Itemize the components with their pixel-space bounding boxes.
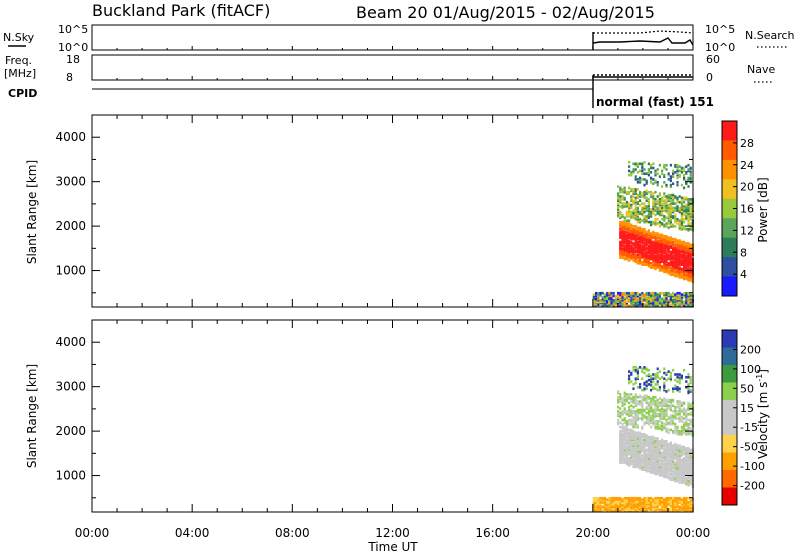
colorbar-tick-label: 28 xyxy=(740,137,754,150)
colorbar-swatch xyxy=(722,159,737,180)
colorbar-tick-label: -200 xyxy=(740,480,765,493)
x-tick-label: 04:00 xyxy=(175,526,210,540)
velocity-colorbar-label-text: Velocity [m s xyxy=(756,382,770,459)
x-tick-label: 12:00 xyxy=(375,526,410,540)
velocity-colorbar-label-exp: -1 xyxy=(755,374,764,382)
velocity-panel: 1000 2000 3000 4000 xyxy=(55,319,694,513)
colorbar-swatch xyxy=(722,417,737,436)
x-tick-label: 20:00 xyxy=(576,526,611,540)
colorbar-swatch xyxy=(722,179,737,200)
colorbar-swatch xyxy=(722,121,737,141)
y-tick-label: 3000 xyxy=(55,380,86,394)
colorbar-tick-label: -100 xyxy=(740,460,765,473)
cpid-value: normal (fast) 151 xyxy=(596,95,714,109)
velocity-frame xyxy=(91,319,694,513)
colorbar-swatch xyxy=(722,435,737,453)
colorbar-tick-label: 12 xyxy=(740,224,754,237)
nave-label: Nave xyxy=(747,63,775,76)
colorbar-swatch xyxy=(722,218,737,239)
xlabel: Time UT xyxy=(367,540,418,554)
nave-tick-bottom: 0 xyxy=(706,71,713,84)
colorbar-swatch xyxy=(722,400,737,418)
colorbar-tick-label: 8 xyxy=(740,246,747,259)
nave-tick-top: 60 xyxy=(706,53,720,66)
velocity-ylabel: Slant Range [km] xyxy=(25,364,39,468)
colorbar-swatch xyxy=(722,470,737,488)
colorbar-tick-label: 50 xyxy=(740,382,754,395)
colorbar-swatch xyxy=(722,198,737,219)
nsearch-trace xyxy=(593,30,694,34)
nsky-tick-top: 10^5 xyxy=(58,23,88,36)
velocity-colorbar-label-close: ] xyxy=(756,369,770,374)
freq-tick-bottom: 8 xyxy=(66,71,73,84)
nsky-label: N.Sky xyxy=(3,31,35,44)
colorbar-swatch xyxy=(722,487,737,506)
freq-label: Freq. xyxy=(5,54,32,67)
nsearch-tick-bottom: 10^0 xyxy=(705,41,735,54)
colorbar-tick-label: -50 xyxy=(740,441,758,454)
colorbar-swatch xyxy=(722,237,737,258)
power-frame xyxy=(91,114,694,308)
y-tick-label: 4000 xyxy=(55,130,86,144)
x-tick-label: 08:00 xyxy=(275,526,310,540)
velocity-heatmap xyxy=(592,366,694,513)
nsky-tick-bottom: 10^0 xyxy=(58,41,88,54)
colorbar-tick-label: 15 xyxy=(740,402,754,415)
colorbar-swatch xyxy=(722,330,737,348)
colorbar-swatch xyxy=(722,140,737,161)
y-tick-label: 2000 xyxy=(55,219,86,233)
cpid-label: CPID xyxy=(8,87,37,100)
station-title: Buckland Park (fitACF) xyxy=(92,1,270,20)
colorbar-tick-label: -15 xyxy=(740,421,758,434)
colorbar-tick-label: 100 xyxy=(740,363,761,376)
power-colorbar: 28 24 20 16 12 8 4 xyxy=(721,120,754,297)
colorbar-tick-label: 200 xyxy=(740,343,761,356)
y-tick-label: 2000 xyxy=(55,424,86,438)
colorbar-swatch xyxy=(722,347,737,366)
beam-date-title: Beam 20 01/Aug/2015 - 02/Aug/2015 xyxy=(356,3,655,22)
x-tick-label: 00:00 xyxy=(75,526,110,540)
y-tick-label: 3000 xyxy=(55,175,86,189)
freq-unit: [MHz] xyxy=(4,67,36,80)
colorbar-tick-label: 24 xyxy=(740,159,754,172)
colorbar-swatch xyxy=(722,382,737,401)
colorbar-tick-label: 16 xyxy=(740,203,754,216)
y-tick-label: 1000 xyxy=(55,264,86,278)
x-tick-label: 16:00 xyxy=(475,526,510,540)
nsearch-tick-top: 10^5 xyxy=(705,23,735,36)
power-colorbar-label: Power [dB] xyxy=(756,177,770,242)
velocity-colorbar: 200 100 50 15 -15 -50 -100 -200 xyxy=(721,329,765,506)
y-tick-label: 4000 xyxy=(55,335,86,349)
velocity-colorbar-label: Velocity [m s-1] xyxy=(755,369,770,459)
x-tick-label: 00:00 xyxy=(676,526,711,540)
colorbar-tick-label: 4 xyxy=(740,268,747,281)
power-heatmap xyxy=(592,161,694,308)
power-ylabel: Slant Range [km] xyxy=(25,160,39,264)
colorbar-swatch xyxy=(722,365,737,383)
colorbar-swatch xyxy=(722,452,737,471)
freq-tick-top: 18 xyxy=(66,53,80,66)
nsky-trace xyxy=(592,37,694,46)
y-tick-label: 1000 xyxy=(55,469,86,483)
power-panel: 1000 2000 3000 4000 xyxy=(55,114,694,308)
colorbar-swatch xyxy=(722,257,737,278)
colorbar-swatch xyxy=(722,276,737,297)
nsearch-label: N.Search xyxy=(745,29,795,42)
colorbar-tick-label: 20 xyxy=(740,181,754,194)
